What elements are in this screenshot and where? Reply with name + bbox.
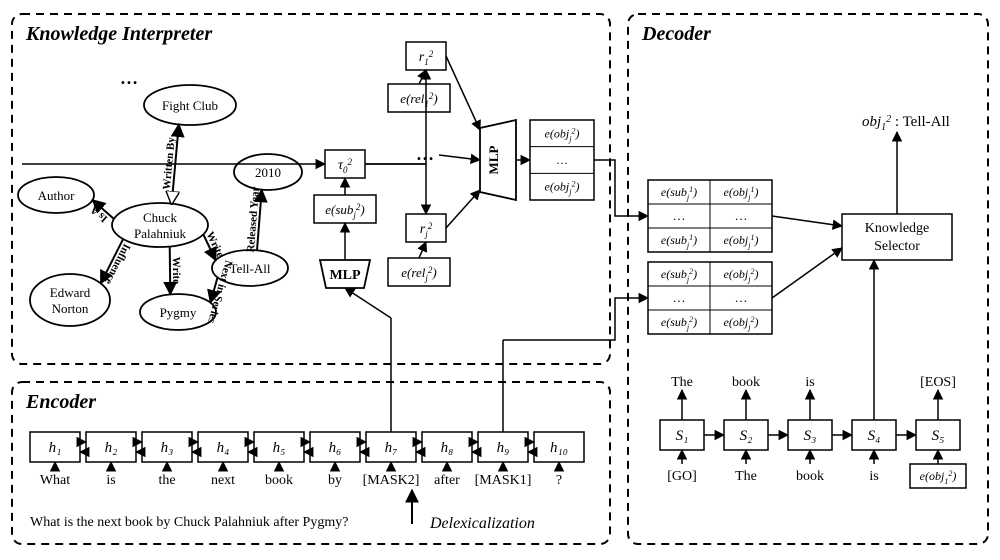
svg-text:…: … <box>673 208 686 223</box>
svg-text:S₅: S₅ <box>932 428 945 444</box>
svg-text:Write: Write <box>204 230 227 260</box>
svg-text:[GO]: [GO] <box>667 469 697 484</box>
svg-text:Knowledge: Knowledge <box>865 221 930 236</box>
svg-text:Author: Author <box>38 188 76 203</box>
svg-text:…: … <box>120 68 138 88</box>
svg-text:Write: Write <box>170 257 182 285</box>
encoder-token: [MASK1] <box>475 473 532 488</box>
panel-title: Decoder <box>641 23 711 45</box>
svg-text:…: … <box>416 144 434 164</box>
svg-text:is: is <box>805 375 814 390</box>
svg-text:MLP: MLP <box>486 146 501 175</box>
svg-text:Written By: Written By <box>161 136 178 190</box>
encoder-token: by <box>328 473 342 488</box>
encoder-token: What <box>40 473 70 488</box>
source-sentence: What is the next book by Chuck Palahniuk… <box>30 515 348 530</box>
decoder-output: obj12 : Tell-All <box>862 114 950 133</box>
svg-text:h₁: h₁ <box>49 440 62 456</box>
svg-text:is: is <box>869 469 878 484</box>
svg-text:The: The <box>735 469 757 484</box>
svg-text:h₅: h₅ <box>273 440 286 456</box>
svg-text:Selector: Selector <box>874 239 920 254</box>
svg-text:h₁₀: h₁₀ <box>550 440 568 456</box>
svg-text:Norton: Norton <box>52 301 89 316</box>
encoder-token: is <box>106 473 115 488</box>
svg-text:Edward: Edward <box>50 285 91 300</box>
svg-text:Chuck: Chuck <box>143 210 177 225</box>
svg-text:h₄: h₄ <box>217 440 230 456</box>
svg-text:Pygmy: Pygmy <box>160 305 197 320</box>
svg-text:h₂: h₂ <box>105 440 118 456</box>
svg-text:Palahniuk: Palahniuk <box>134 226 186 241</box>
svg-text:h₆: h₆ <box>329 440 342 456</box>
svg-text:2010: 2010 <box>255 165 281 180</box>
diagram: Knowledge Interpreter Encoder Decoder h₁ Wha… <box>0 0 1000 560</box>
svg-text:Influence: Influence <box>102 242 133 287</box>
svg-text:The: The <box>671 375 693 390</box>
panel-title: Knowledge Interpreter <box>25 23 212 45</box>
svg-text:…: … <box>735 290 748 305</box>
svg-text:Is A: Is A <box>88 203 110 224</box>
encoder-token: the <box>158 473 175 488</box>
panel-title: Encoder <box>25 391 96 413</box>
delex-label: Delexicalization <box>429 515 535 532</box>
encoder-token: ? <box>556 473 562 488</box>
svg-text:book: book <box>732 375 760 390</box>
svg-text:h₃: h₃ <box>161 440 174 456</box>
encoder-token: book <box>265 473 293 488</box>
svg-text:S₄: S₄ <box>868 428 881 444</box>
svg-text:h₉: h₉ <box>497 440 510 456</box>
svg-text:h₇: h₇ <box>385 440 398 456</box>
svg-text:Tell-All: Tell-All <box>230 261 271 276</box>
encoder-token: [MASK2] <box>363 473 420 488</box>
encoder-token: after <box>434 473 460 488</box>
svg-text:[EOS]: [EOS] <box>920 375 956 390</box>
svg-text:S₂: S₂ <box>740 428 753 444</box>
svg-text:S₃: S₃ <box>804 428 817 444</box>
svg-text:Released Year: Released Year <box>245 186 262 253</box>
svg-text:MLP: MLP <box>329 268 361 283</box>
svg-text:…: … <box>556 153 568 167</box>
encoder-token: next <box>211 473 235 488</box>
svg-text:Fight Club: Fight Club <box>162 98 218 113</box>
svg-text:…: … <box>735 208 748 223</box>
svg-text:book: book <box>796 469 824 484</box>
svg-text:…: … <box>673 290 686 305</box>
svg-text:h₈: h₈ <box>441 440 454 456</box>
svg-text:S₁: S₁ <box>676 428 689 444</box>
